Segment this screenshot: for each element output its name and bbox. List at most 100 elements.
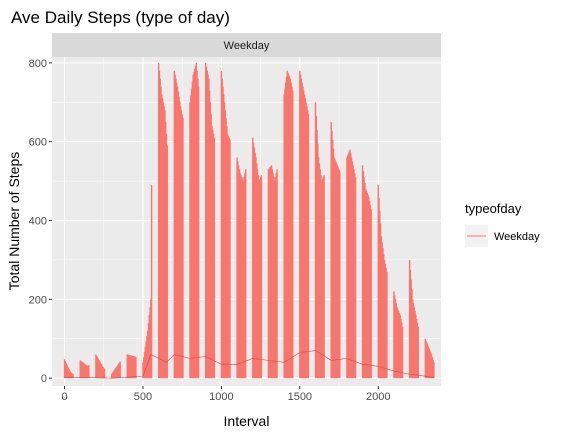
bar — [240, 175, 242, 379]
mean-line-group — [64, 350, 434, 379]
bar — [382, 248, 384, 379]
bar — [415, 319, 418, 379]
bar — [334, 159, 336, 379]
bar — [268, 168, 270, 379]
bar — [213, 137, 216, 379]
bar — [254, 152, 256, 379]
bar — [290, 82, 292, 379]
bar — [99, 361, 101, 379]
bar — [96, 357, 99, 379]
bar — [428, 348, 430, 379]
bar — [71, 373, 74, 379]
bar — [408, 259, 411, 379]
bar — [414, 311, 416, 379]
bar — [269, 167, 271, 379]
bar — [276, 169, 278, 379]
bar — [239, 173, 241, 379]
bar — [205, 62, 207, 379]
bar — [346, 157, 348, 379]
bar — [222, 86, 224, 379]
bar — [303, 90, 305, 379]
bar — [274, 177, 277, 379]
bar — [347, 153, 350, 379]
bar — [144, 346, 147, 379]
bar — [103, 368, 106, 379]
bar — [350, 153, 352, 379]
facet-strip — [52, 33, 441, 57]
bar — [365, 188, 367, 379]
bar — [257, 175, 259, 379]
bar — [321, 181, 323, 379]
bar — [317, 143, 319, 379]
bar — [173, 70, 176, 379]
legend-label-weekday: Weekday — [494, 231, 540, 243]
bar — [165, 122, 167, 379]
bar — [397, 311, 400, 379]
bar — [190, 88, 193, 379]
bar — [339, 171, 341, 379]
bar — [348, 151, 350, 379]
bar — [366, 192, 368, 379]
bar — [174, 74, 176, 379]
bar — [351, 161, 354, 379]
bar — [337, 167, 339, 379]
bar — [181, 114, 183, 379]
bar — [289, 78, 292, 379]
bar — [118, 362, 121, 379]
bar — [128, 354, 130, 379]
bar — [205, 66, 208, 379]
bar — [197, 86, 200, 379]
bar — [110, 374, 113, 379]
bar — [368, 196, 370, 379]
x-tick-label: 500 — [134, 391, 152, 403]
bar — [302, 86, 304, 379]
bar — [285, 76, 288, 379]
bar — [114, 369, 116, 379]
bar — [212, 133, 215, 379]
bar — [258, 181, 260, 379]
bar — [364, 183, 366, 379]
bar — [332, 139, 334, 379]
bar — [401, 326, 404, 379]
bar — [413, 307, 416, 379]
bar — [84, 363, 86, 379]
bar — [394, 295, 396, 379]
bar — [70, 372, 72, 379]
bar — [209, 102, 212, 379]
bar — [103, 368, 105, 379]
bar — [352, 165, 354, 379]
bar — [226, 125, 228, 379]
bar — [378, 197, 380, 379]
bar — [81, 361, 83, 379]
bar — [88, 365, 90, 379]
bar — [100, 364, 103, 379]
bar — [229, 139, 231, 379]
bar — [112, 371, 114, 379]
bar — [400, 319, 402, 379]
bar — [385, 267, 387, 379]
bar — [150, 299, 152, 379]
bar — [241, 179, 244, 379]
bar — [336, 165, 339, 379]
bar — [132, 356, 135, 379]
bar — [212, 129, 214, 379]
bar — [393, 291, 395, 379]
bar — [306, 106, 308, 379]
bar — [331, 130, 333, 379]
bar — [160, 86, 162, 379]
bar — [196, 70, 198, 379]
y-tick-label: 800 — [29, 58, 47, 70]
bar — [369, 204, 372, 379]
bar — [394, 299, 397, 379]
bar — [252, 137, 254, 379]
bar — [255, 157, 257, 379]
bar — [354, 173, 356, 379]
bar — [271, 169, 274, 379]
x-tick-label: 1500 — [288, 391, 312, 403]
bar — [252, 142, 255, 379]
bar — [383, 259, 386, 379]
bar — [430, 354, 433, 379]
bar — [119, 361, 121, 379]
bar — [432, 359, 434, 379]
bar — [128, 355, 131, 379]
